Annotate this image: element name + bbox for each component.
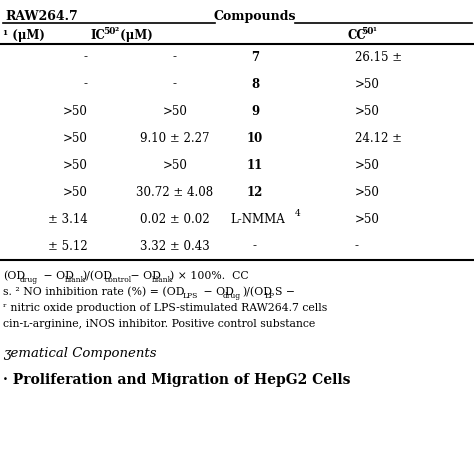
Text: drug: drug <box>223 292 241 300</box>
Text: ²: ² <box>112 27 119 36</box>
Text: -: - <box>173 78 177 91</box>
Text: >50: >50 <box>63 185 88 199</box>
Text: >50: >50 <box>355 78 380 91</box>
Text: blank: blank <box>152 276 173 284</box>
Text: − OD: − OD <box>40 271 74 281</box>
Text: 26.15 ±: 26.15 ± <box>355 51 402 64</box>
Text: 11: 11 <box>247 158 263 172</box>
Text: >50: >50 <box>63 158 88 172</box>
Text: (μM): (μM) <box>116 28 153 42</box>
Text: CC: CC <box>348 28 367 42</box>
Text: (OD: (OD <box>3 271 25 281</box>
Text: ¹ (μM): ¹ (μM) <box>3 28 45 42</box>
Text: 7: 7 <box>251 51 259 64</box>
Text: 8: 8 <box>251 78 259 91</box>
Text: cin-ʟ-arginine, iNOS inhibitor. Positive control substance: cin-ʟ-arginine, iNOS inhibitor. Positive… <box>3 319 315 329</box>
Text: 9: 9 <box>251 104 259 118</box>
Text: >50: >50 <box>63 131 88 145</box>
Text: 12: 12 <box>247 185 263 199</box>
Text: ¹: ¹ <box>370 27 377 36</box>
Text: -: - <box>84 78 88 91</box>
Text: control: control <box>105 276 132 284</box>
Text: 30.72 ± 4.08: 30.72 ± 4.08 <box>137 185 214 199</box>
Text: >50: >50 <box>163 104 187 118</box>
Text: 24.12 ±: 24.12 ± <box>355 131 402 145</box>
Text: blank: blank <box>65 276 86 284</box>
Text: 4: 4 <box>295 209 301 218</box>
Text: -: - <box>253 239 257 253</box>
Text: ± 3.14: ± 3.14 <box>48 212 88 226</box>
Text: RAW264.7: RAW264.7 <box>5 9 78 22</box>
Text: -: - <box>355 239 359 253</box>
Text: >50: >50 <box>355 212 380 226</box>
Text: Compounds: Compounds <box>214 9 296 22</box>
Text: LP: LP <box>265 292 275 300</box>
Text: -: - <box>84 51 88 64</box>
Text: >50: >50 <box>355 104 380 118</box>
Text: · Proliferation and Migration of HepG2 Cells: · Proliferation and Migration of HepG2 C… <box>3 373 350 387</box>
Text: 50: 50 <box>361 27 374 36</box>
Text: >50: >50 <box>355 185 380 199</box>
Text: )/(OD: )/(OD <box>82 271 112 281</box>
Text: ʒematical Components: ʒematical Components <box>3 347 156 361</box>
Text: )/(OD: )/(OD <box>242 287 272 297</box>
Text: >50: >50 <box>163 158 187 172</box>
Text: ± 5.12: ± 5.12 <box>48 239 88 253</box>
Text: 50: 50 <box>103 27 115 36</box>
Text: -: - <box>173 51 177 64</box>
Text: 10: 10 <box>247 131 263 145</box>
Text: ʳ nitric oxide production of LPS-stimulated RAW264.7 cells: ʳ nitric oxide production of LPS-stimula… <box>3 303 327 313</box>
Text: ) × 100%.  CC: ) × 100%. CC <box>170 271 249 281</box>
Text: S −: S − <box>275 287 295 297</box>
Text: 9.10 ± 2.27: 9.10 ± 2.27 <box>140 131 210 145</box>
Text: 3.32 ± 0.43: 3.32 ± 0.43 <box>140 239 210 253</box>
Text: − OD: − OD <box>200 287 234 297</box>
Text: − OD: − OD <box>127 271 161 281</box>
Text: LPS: LPS <box>183 292 199 300</box>
Text: >50: >50 <box>355 158 380 172</box>
Text: L-NMMA: L-NMMA <box>230 212 285 226</box>
Text: >50: >50 <box>63 104 88 118</box>
Text: 0.02 ± 0.02: 0.02 ± 0.02 <box>140 212 210 226</box>
Text: drug: drug <box>20 276 38 284</box>
Text: IC: IC <box>90 28 105 42</box>
Text: s. ² NO inhibition rate (%) = (OD: s. ² NO inhibition rate (%) = (OD <box>3 287 184 297</box>
